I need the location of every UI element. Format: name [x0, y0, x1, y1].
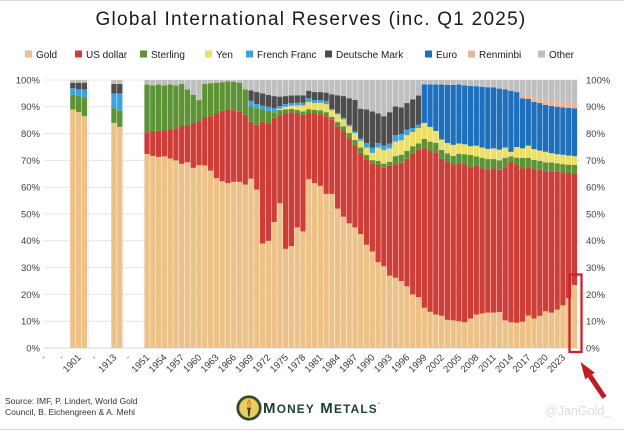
svg-text:Council, B. Eichengreen & A. M: Council, B. Eichengreen & A. Mehl: [5, 407, 135, 417]
svg-text:-: -: [57, 353, 65, 361]
svg-text:0%: 0%: [586, 343, 600, 354]
svg-text:80%: 80%: [21, 129, 41, 140]
svg-text:90%: 90%: [586, 102, 606, 113]
svg-text:40%: 40%: [21, 236, 41, 247]
svg-text:0%: 0%: [26, 343, 40, 354]
svg-text:MONEY METALS´: MONEY METALS´: [263, 400, 382, 417]
svg-text:Renminbi: Renminbi: [479, 50, 521, 61]
svg-text:60%: 60%: [21, 183, 41, 194]
svg-text:Global International Reserves: Global International Reserves (inc. Q1 2…: [96, 9, 527, 30]
svg-text:50%: 50%: [21, 209, 41, 220]
svg-text:Other: Other: [549, 50, 575, 61]
svg-text:60%: 60%: [586, 183, 606, 194]
svg-text:80%: 80%: [586, 129, 606, 140]
svg-text:@JanGold_: @JanGold_: [545, 404, 612, 418]
svg-text:Source: IMF, P. Lindert, World: Source: IMF, P. Lindert, World Gold: [5, 396, 138, 406]
svg-text:100%: 100%: [16, 75, 41, 86]
svg-text:Sterling: Sterling: [151, 50, 185, 61]
svg-text:French Franc: French Franc: [257, 50, 316, 61]
svg-text:70%: 70%: [586, 156, 606, 167]
svg-text:10%: 10%: [21, 317, 41, 328]
svg-text:Euro: Euro: [436, 50, 458, 61]
svg-text:70%: 70%: [21, 156, 41, 167]
svg-text:Deutsche Mark: Deutsche Mark: [336, 50, 404, 61]
svg-text:50%: 50%: [586, 209, 606, 220]
svg-text:20%: 20%: [21, 290, 41, 301]
svg-text:30%: 30%: [586, 263, 606, 274]
svg-text:100%: 100%: [586, 75, 611, 86]
svg-text:30%: 30%: [21, 263, 41, 274]
svg-text:-: -: [124, 353, 132, 361]
svg-text:20%: 20%: [586, 290, 606, 301]
svg-text:Yen: Yen: [216, 50, 233, 61]
svg-text:US dollar: US dollar: [86, 50, 128, 61]
svg-text:Gold: Gold: [36, 50, 57, 61]
svg-text:90%: 90%: [21, 102, 41, 113]
svg-text:10%: 10%: [586, 317, 606, 328]
svg-text:-: -: [90, 353, 98, 361]
svg-text:40%: 40%: [586, 236, 606, 247]
svg-text:-: -: [39, 353, 47, 361]
